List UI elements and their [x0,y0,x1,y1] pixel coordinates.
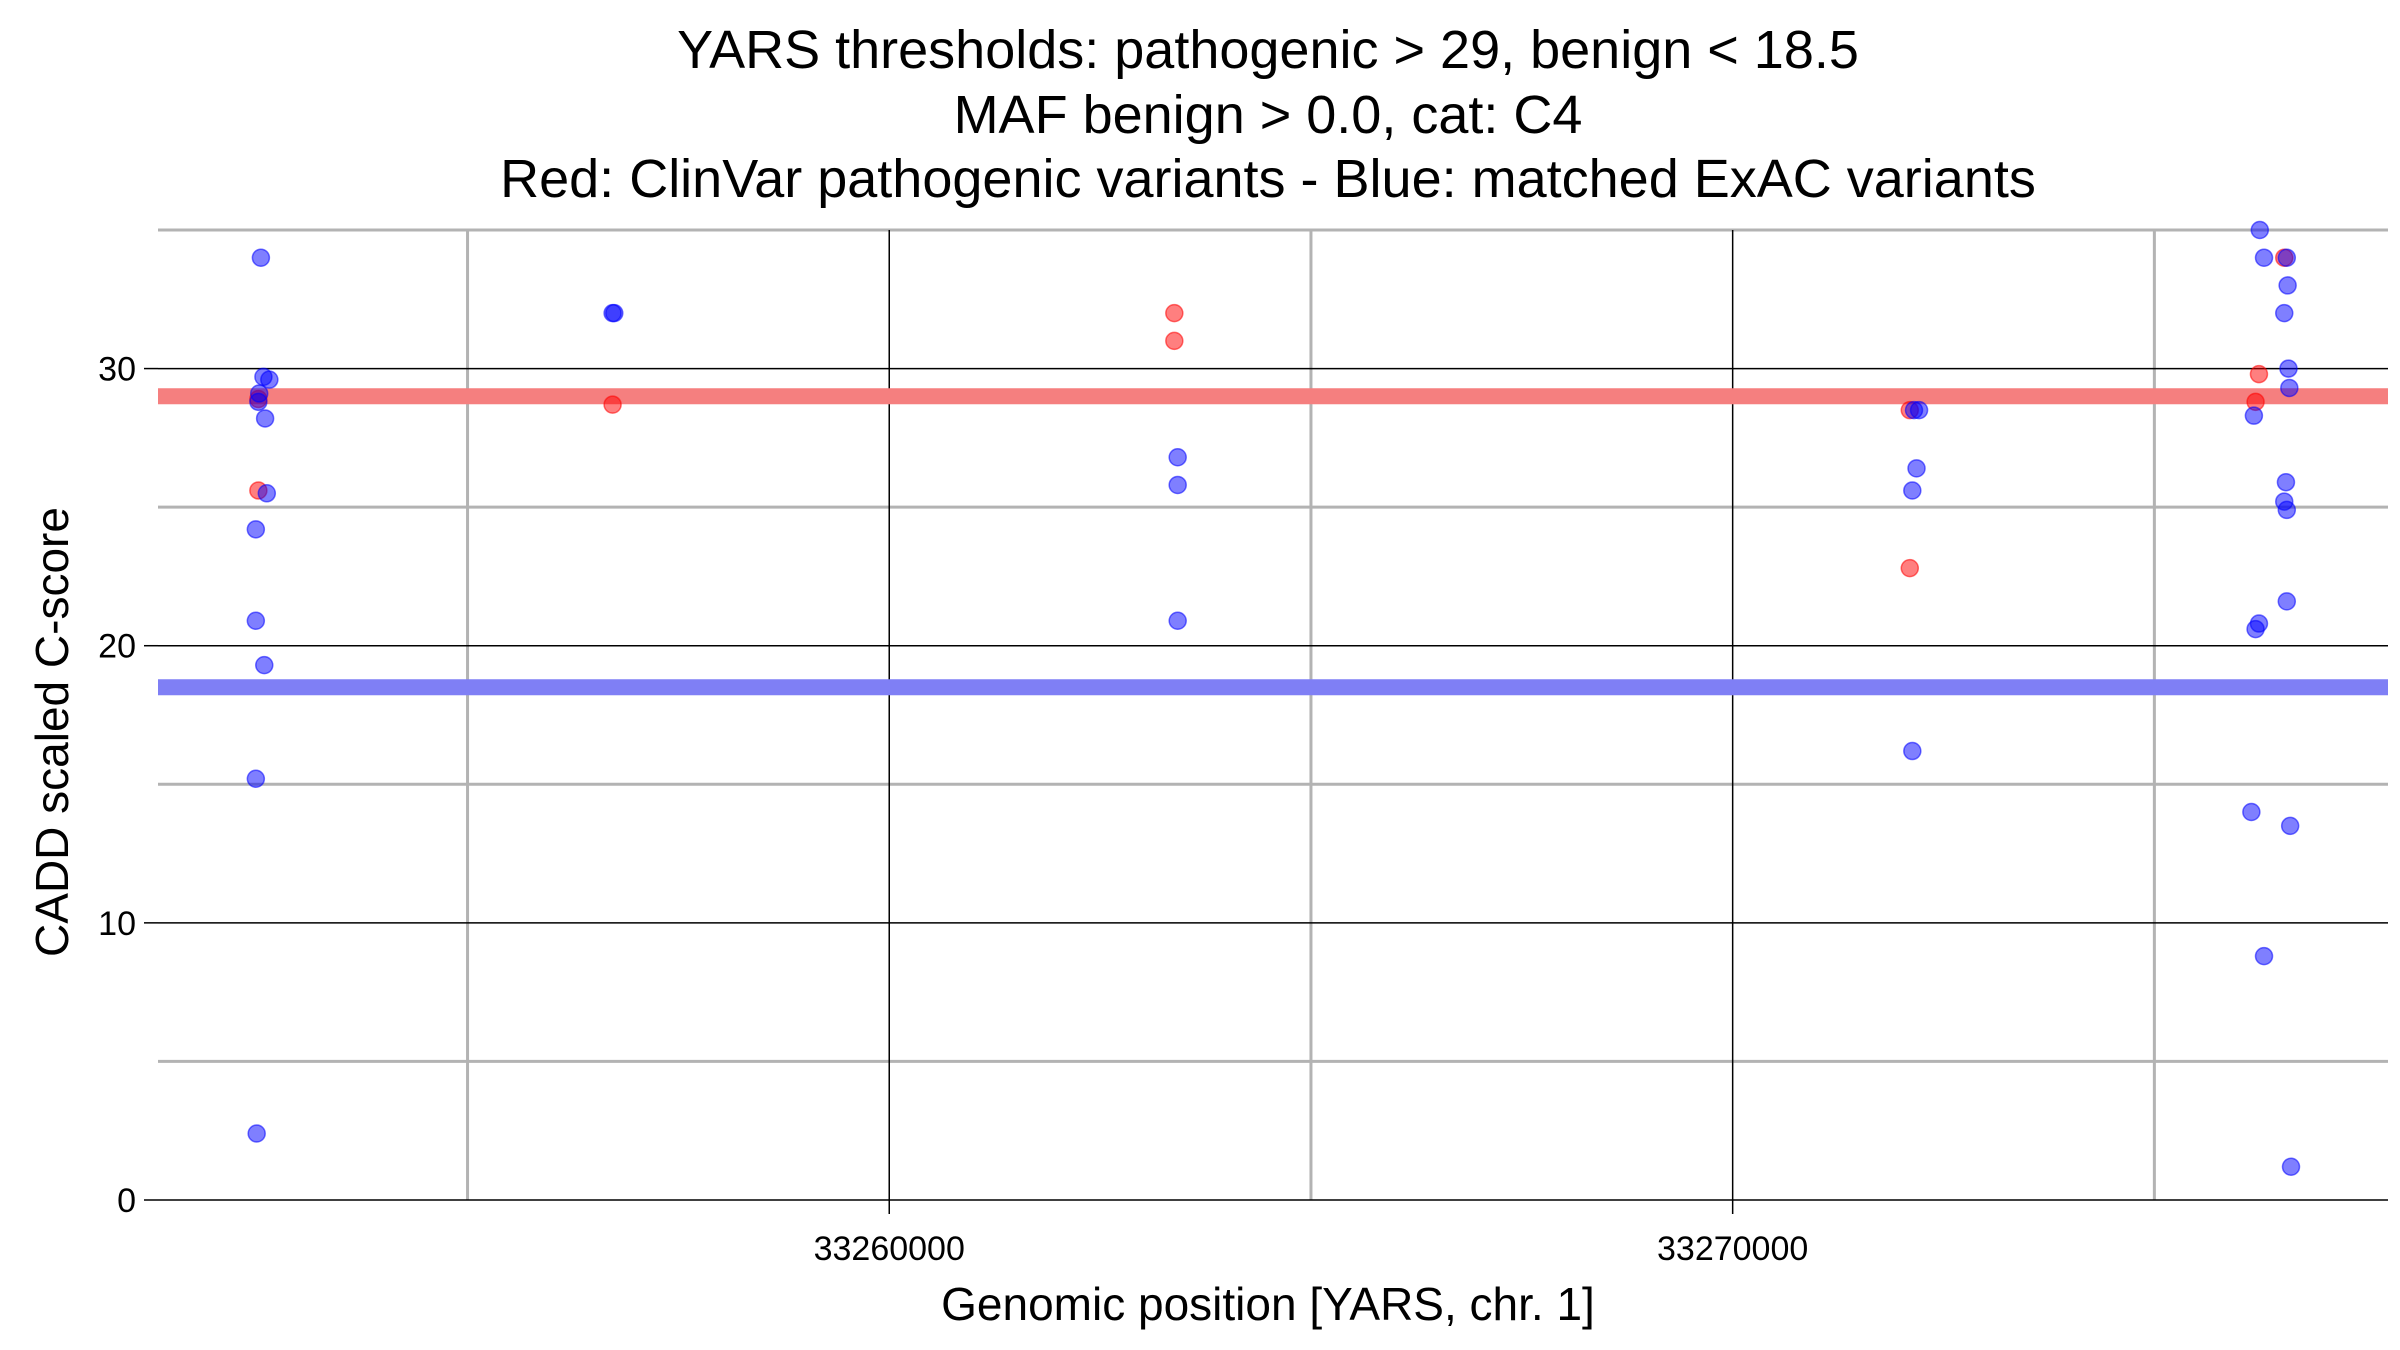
series-1-point-35 [2246,619,2265,639]
series-1-point-28 [2280,378,2299,398]
data-points [246,220,2301,1176]
series-1-point-24 [2277,248,2297,267]
y-tick-label-0: 0 [117,1182,136,1220]
series-1-point-21 [1903,741,1922,761]
series-1-point-15 [1168,475,1187,495]
series-1-point-2 [260,370,279,389]
series-1-point-29 [2244,406,2264,425]
x-tick-label-0: 33260000 [814,1230,965,1268]
y-axis-label: CADD scaled C-score [26,507,78,957]
y-tick-label-2: 20 [98,628,136,666]
x-tick-label-1: 33270000 [1657,1230,1808,1268]
major-gridlines [158,230,2388,1201]
series-1-point-39 [2281,1157,2301,1176]
series-1-point-14 [1168,448,1187,467]
series-1-point-25 [2278,276,2297,295]
series-0-point-7 [2249,364,2269,384]
series-1-point-7 [246,520,266,539]
series-1-point-30 [2276,472,2296,492]
chart-title-line-2: MAF benign > 0.0, cat: C4 [954,85,1583,145]
y-tick-label-3: 30 [98,351,136,389]
series-1-point-10 [246,769,266,788]
series-1-point-33 [2277,592,2297,611]
chart-title-line-3: Red: ClinVar pathogenic variants - Blue:… [500,149,2036,209]
series-1-point-11 [247,1124,266,1143]
y-tick-label-1: 10 [98,905,136,943]
series-1-point-20 [1903,481,1922,500]
series-0-point-4 [1165,331,1184,351]
series-1-point-23 [2254,248,2274,267]
series-1-point-37 [2280,816,2300,836]
series-1-point-38 [2254,946,2274,966]
series-1-point-32 [2277,500,2297,520]
series-0-point-2 [603,395,622,414]
minor-gridlines [158,228,2388,1200]
series-1-point-19 [1907,459,1926,478]
series-1-point-36 [2242,802,2261,822]
series-0-point-6 [1900,558,1920,578]
series-1-point-18 [1909,400,1929,420]
series-1-point-4 [249,392,268,412]
series-1-point-22 [2250,220,2270,240]
series-0-point-3 [1165,303,1184,323]
series-1-point-6 [257,484,277,503]
series-1-point-16 [1168,611,1187,631]
tick-labels: 33260000 33270000 0 10 20 30 [98,351,1808,1268]
x-axis-label: Genomic position [YARS, chr. 1] [941,1278,1595,1330]
axis-ticks [144,367,1734,1214]
series-1-point-9 [255,655,274,675]
chart-title-line-1: YARS thresholds: pathogenic > 29, benign… [677,20,1859,80]
threshold-lines [158,388,2388,696]
series-1-point-8 [246,611,266,631]
series-1-point-27 [2279,359,2298,378]
series-1-point-0 [251,248,271,267]
series-1-point-13 [605,303,624,323]
series-1-point-5 [255,409,275,428]
series-1-point-26 [2275,303,2294,323]
